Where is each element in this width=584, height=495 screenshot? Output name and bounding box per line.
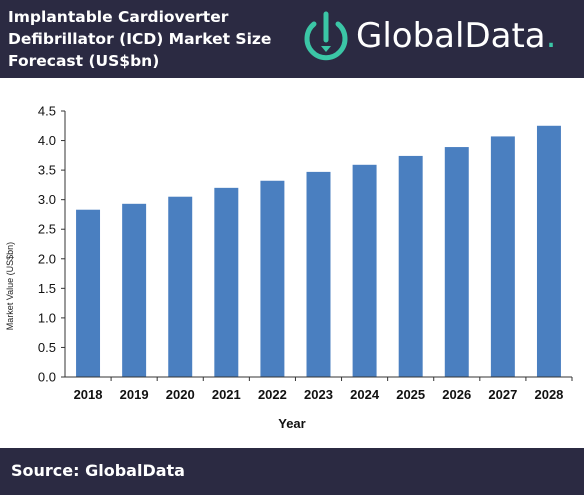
bar-2022 [260, 180, 285, 377]
x-axis-label: Year [278, 416, 305, 431]
chart-title: Implantable Cardioverter Defibrillator (… [8, 6, 308, 72]
x-tick-label: 2027 [488, 387, 517, 402]
footer-banner: Source: GlobalData [0, 448, 584, 495]
header-banner: Implantable Cardioverter Defibrillator (… [0, 0, 584, 78]
x-tick-label: 2025 [396, 387, 425, 402]
y-tick-label: 1.0 [38, 310, 56, 325]
bar-2018 [76, 209, 101, 377]
x-tick-label: 2024 [350, 387, 380, 402]
x-tick-label: 2023 [304, 387, 333, 402]
bar-2023 [306, 171, 331, 377]
globaldata-logo-icon [304, 11, 348, 61]
y-tick-label: 0.5 [38, 340, 56, 355]
bar-2027 [490, 136, 515, 377]
bar-2025 [398, 155, 423, 377]
chart-title-line-2: Defibrillator (ICD) Market Size [8, 30, 272, 48]
chart-title-line-1: Implantable Cardioverter [8, 8, 229, 26]
globaldata-logo: GlobalData. [300, 10, 580, 66]
y-tick-label: 0.0 [38, 370, 56, 385]
x-tick-label: 2018 [74, 387, 103, 402]
x-tick-label: 2026 [442, 387, 471, 402]
logo-brand: GlobalData [356, 16, 546, 56]
chart-area: 0.0 0.5 1.0 1.5 2.0 2.5 3.0 3.5 4.0 4.5 2018 2019 2… [0, 90, 584, 448]
bar-2026 [444, 147, 469, 377]
x-tick-label: 2028 [534, 387, 563, 402]
y-tick-label: 3.0 [38, 192, 56, 207]
y-tick-label: 2.0 [38, 251, 56, 266]
y-tick-label: 1.5 [38, 281, 56, 296]
bars [76, 125, 561, 378]
bar-2019 [122, 203, 147, 377]
logo-dot: . [545, 16, 557, 56]
bar-2020 [168, 196, 193, 377]
bar-2024 [352, 164, 377, 377]
globaldata-logo-text: GlobalData. [356, 16, 556, 56]
x-tick-label: 2019 [120, 387, 149, 402]
x-tick-label: 2020 [166, 387, 195, 402]
bar-2021 [214, 187, 239, 377]
chart-title-line-3: Forecast (US$bn) [8, 52, 160, 70]
bar-chart: 0.00.51.01.52.02.53.03.54.04.5 2018 2019 2… [5, 104, 573, 431]
y-tick-label: 4.5 [38, 104, 56, 119]
x-tick-label: 2021 [212, 387, 241, 402]
x-tick-label: 2022 [258, 387, 287, 402]
bar-2028 [536, 125, 561, 378]
y-axis: 0.0 0.5 1.0 1.5 2.0 2.5 3.0 3.5 4.0 4.5 [38, 104, 66, 385]
source-text: Source: GlobalData [11, 461, 185, 480]
y-tick-label: 2.5 [38, 222, 56, 237]
y-tick-label: 4.0 [38, 133, 56, 148]
y-tick-label: 3.5 [38, 163, 56, 178]
x-axis: 2018 2019 2020 2021 2022 2023 2024 2025 2026 2027… [65, 376, 573, 402]
y-axis-label: Market Value (US$bn) [5, 242, 15, 330]
